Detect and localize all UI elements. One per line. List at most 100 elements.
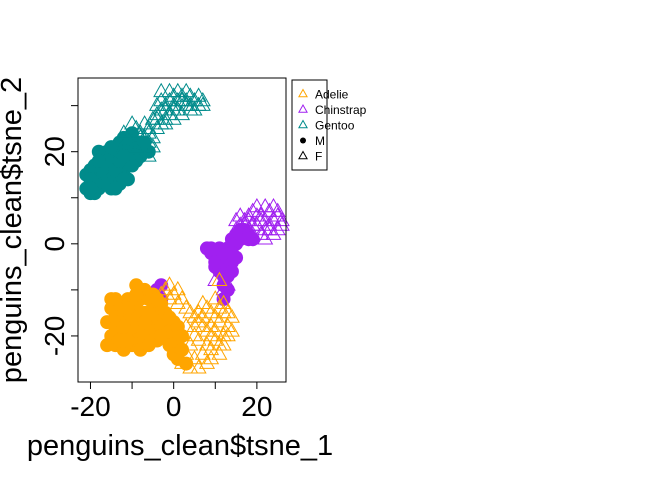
data-point-triangle — [219, 303, 236, 319]
data-point-circle — [116, 172, 131, 187]
data-point-triangle — [190, 331, 207, 346]
data-point-circle — [125, 158, 140, 173]
data-point-triangle — [198, 299, 216, 314]
legend-label: Gentoo — [315, 119, 355, 133]
data-point-triangle — [165, 101, 182, 116]
data-point-triangle — [194, 96, 211, 111]
data-point-triangle — [182, 101, 199, 116]
data-point-triangle — [240, 211, 257, 227]
data-point-triangle — [178, 317, 195, 332]
data-point-triangle — [194, 91, 211, 107]
data-point-triangle — [203, 349, 220, 365]
data-point-triangle — [169, 294, 186, 309]
data-point-triangle — [269, 202, 286, 217]
legend-box — [291, 79, 328, 171]
data-point-triangle — [236, 216, 253, 231]
data-point-triangle — [140, 147, 157, 162]
data-point-circle — [108, 292, 123, 307]
data-point-circle — [224, 264, 239, 279]
x-axis-title: penguins_clean$tsne_1 — [27, 430, 333, 462]
data-point-triangle — [119, 128, 136, 144]
legend-label: M — [315, 134, 325, 148]
data-point-circle — [141, 305, 156, 320]
y-tick-label: -20 — [39, 316, 70, 356]
y-tick-label: 0 — [39, 236, 70, 252]
data-point-triangle — [194, 345, 211, 360]
data-point-triangle — [186, 91, 203, 107]
data-point-triangle — [248, 207, 265, 222]
data-point-triangle — [124, 115, 141, 130]
data-point-triangle — [211, 345, 228, 360]
data-point-circle — [116, 319, 131, 334]
data-point-triangle — [211, 271, 228, 286]
data-point-triangle — [186, 317, 203, 332]
data-point-triangle — [132, 128, 149, 144]
data-point-triangle — [182, 359, 199, 374]
y-tick-label: 20 — [39, 136, 70, 167]
data-point-circle — [208, 255, 223, 270]
data-point-circle — [112, 333, 127, 348]
data-point-circle — [129, 287, 144, 302]
x-tick-label: 20 — [241, 391, 272, 422]
data-point-triangle — [194, 308, 211, 323]
data-point-triangle — [165, 96, 182, 111]
data-point-triangle — [211, 313, 228, 328]
data-point-circle — [83, 181, 98, 196]
x-tick-label: 0 — [166, 391, 182, 422]
data-point-triangle — [157, 101, 174, 116]
data-point-circle — [162, 310, 177, 325]
data-point-triangle — [128, 119, 145, 134]
data-point-triangle — [223, 322, 240, 337]
data-point-triangle — [215, 294, 232, 309]
data-point-circle — [216, 246, 231, 261]
data-point-circle — [229, 250, 244, 265]
y-axis-title: penguins_clean$tsne_2 — [0, 77, 28, 383]
data-point-triangle — [128, 138, 145, 153]
data-point-triangle — [232, 207, 249, 222]
data-point-triangle — [144, 138, 161, 153]
data-point-triangle — [273, 211, 290, 227]
data-point-triangle — [165, 110, 182, 125]
data-point-triangle — [198, 336, 216, 351]
data-point-triangle — [252, 211, 270, 227]
data-points — [79, 82, 290, 374]
data-point-triangle — [219, 276, 236, 291]
legend-label: Adelie — [315, 88, 349, 102]
data-point-triangle — [148, 105, 166, 121]
data-point-triangle — [190, 87, 207, 102]
data-point-triangle — [157, 110, 174, 125]
data-point-triangle — [182, 336, 199, 351]
data-point-triangle — [153, 115, 170, 130]
data-point-triangle — [178, 345, 195, 360]
x-tick-label: -20 — [70, 391, 110, 422]
data-point-circle — [154, 328, 169, 343]
legend-label: F — [315, 150, 322, 164]
data-point-triangle — [169, 91, 186, 107]
data-point-circle — [91, 153, 106, 168]
data-point-triangle — [219, 326, 236, 342]
data-point-triangle — [215, 336, 232, 351]
legend-symbol-triangle — [298, 150, 308, 160]
data-point-circle — [204, 241, 219, 256]
data-point-triangle — [198, 354, 216, 369]
data-point-triangle — [257, 220, 274, 236]
legend-symbol-triangle — [298, 119, 308, 129]
data-point-triangle — [261, 202, 278, 217]
data-point-triangle — [186, 349, 203, 365]
data-point-triangle — [265, 225, 282, 240]
data-point-triangle — [173, 105, 191, 121]
data-point-triangle — [157, 96, 174, 111]
legend-label: Chinstrap — [315, 103, 367, 117]
data-point-triangle — [248, 197, 265, 213]
data-point-triangle — [228, 220, 245, 236]
data-point-triangle — [203, 340, 220, 356]
data-point-triangle — [165, 285, 182, 300]
data-point-triangle — [161, 276, 178, 291]
data-point-triangle — [161, 290, 178, 305]
data-point-triangle — [153, 82, 170, 98]
data-point-triangle — [161, 82, 178, 98]
data-point-circle — [120, 301, 135, 316]
data-point-circle — [175, 328, 189, 343]
